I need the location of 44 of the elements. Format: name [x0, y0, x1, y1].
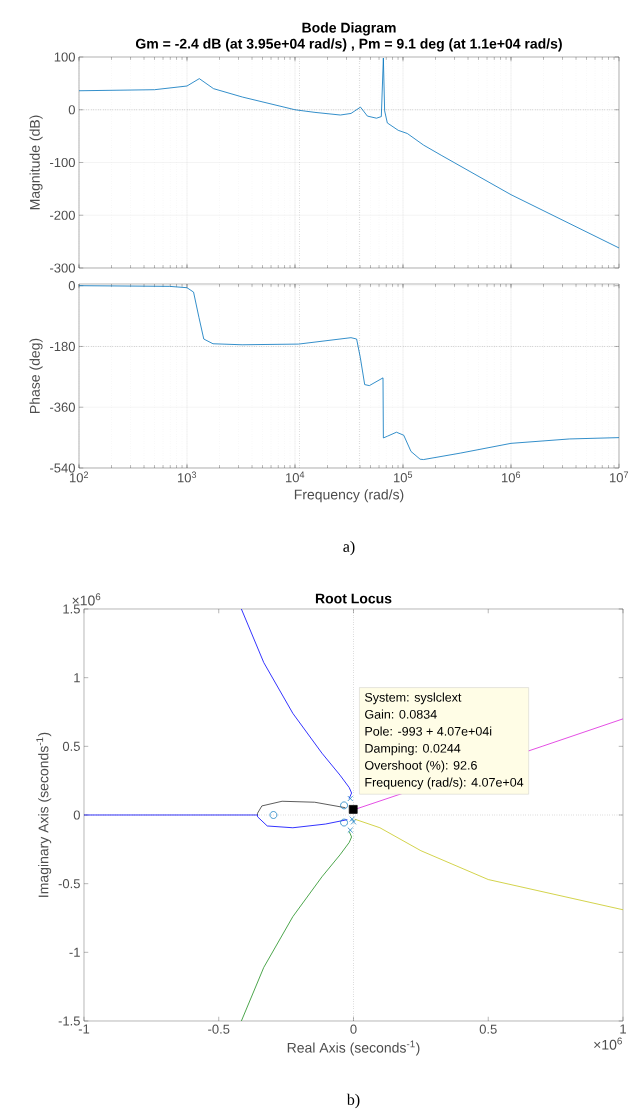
y-tick-label: 100 [54, 52, 75, 62]
y-axis-title: Imaginary Axis (seconds$^{-1}$) [36, 732, 52, 897]
x-tick-label: 0.5 [479, 1024, 497, 1034]
text: b) [346, 1093, 360, 1109]
y-tick-label: -1.5 [58, 1016, 80, 1026]
x-tick-label: 1 [620, 1024, 626, 1034]
y-tick-label: 1 [74, 673, 80, 683]
annotation: Damping: 0.0244 [365, 743, 461, 756]
y-tick-label: -300 [49, 263, 75, 273]
y-tick-label: 0.5 [62, 741, 80, 751]
annotation: Gain: 0.0834 [364, 709, 437, 719]
y-tick-label: -540 [49, 463, 75, 473]
x-axis-title: Frequency (rad/s) [294, 489, 404, 503]
y-tick-label: -100 [49, 157, 75, 168]
annotation: Overshoot (%): 92.6 [364, 760, 477, 773]
y-tick-label: 0 [73, 810, 80, 820]
chart-title: Bode Diagram [302, 22, 396, 36]
x-tick-label: 10$^{2}$ [69, 471, 88, 483]
x-tick-label: 0 [350, 1024, 357, 1034]
text: a) [343, 540, 355, 556]
text: ×10$^{6}$ [593, 1037, 622, 1050]
x-tick-label: -0.5 [207, 1024, 230, 1034]
chart-title: Root Locus [315, 593, 392, 604]
y-tick-label: -180 [49, 341, 75, 352]
y-axis-title: Magnitude (dB) [29, 115, 43, 210]
x-tick-label: 10$^{3}$ [177, 471, 196, 483]
y-tick-label: -1 [69, 947, 80, 957]
chart-subtitle: Gm = -2.4 dB (at 3.95e+04 rad/s) , Pm = 9.1 deg (at 1.1e+04 rad/s) [135, 38, 562, 52]
annotation: System: syslclext [364, 692, 462, 705]
x-tick-label: 10$^{4}$ [285, 471, 305, 483]
x-axis-title: Real Axis (seconds$^{-1}$) [287, 1040, 420, 1056]
y-tick-label: 1.5 [63, 604, 80, 614]
x-tick-label: 10$^{6}$ [501, 471, 520, 483]
y-tick-label: -200 [49, 210, 75, 220]
annotation: Frequency (rad/s): 4.07e+04 [365, 777, 524, 790]
x-tick-label: 10$^{5}$ [393, 471, 412, 483]
y-tick-label: 0 [68, 281, 75, 291]
y-tick-label: -0.5 [58, 879, 80, 889]
y-axis-title: Phase (deg) [29, 338, 43, 413]
annotation: Pole: -993 + 4.07e+04i [365, 726, 492, 736]
text: ×10$^{6}$ [72, 593, 101, 606]
x-tick-label: 10$^{7}$ [609, 471, 628, 483]
y-tick-label: -360 [49, 402, 75, 412]
y-tick-label: 0 [68, 105, 75, 115]
